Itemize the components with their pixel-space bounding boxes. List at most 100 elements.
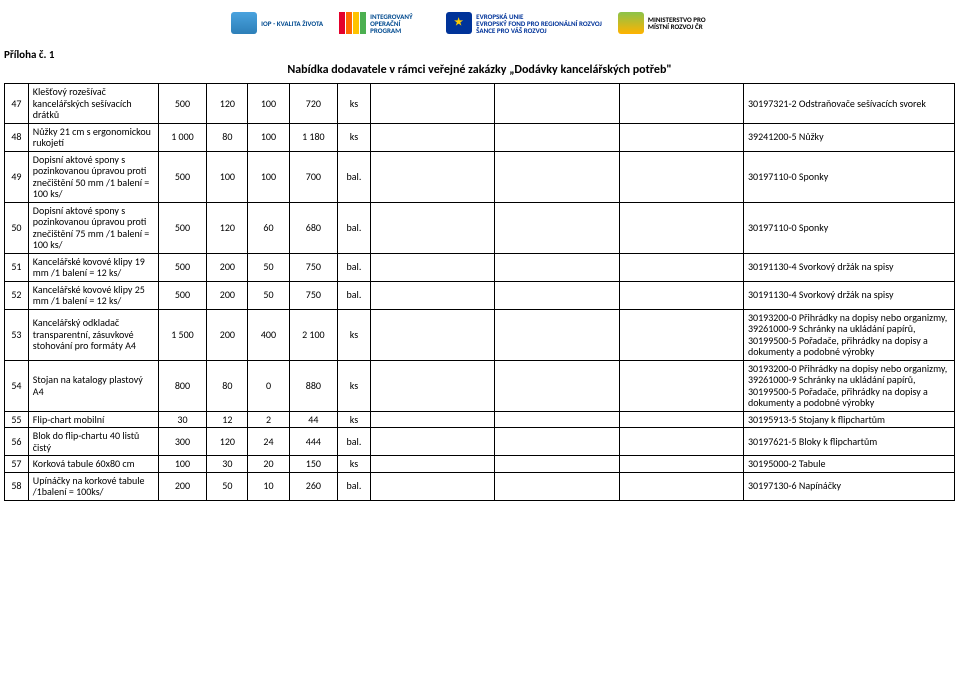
row-empty3 (619, 202, 743, 253)
row-qty3: 10 (248, 472, 289, 500)
row-qty2: 200 (207, 281, 248, 309)
row-code: 30191130-4 Svorkový držák na spisy (743, 281, 954, 309)
row-qty3: 24 (248, 428, 289, 456)
row-qty2: 120 (207, 84, 248, 124)
row-qty2: 80 (207, 360, 248, 411)
row-qty1: 1 000 (158, 123, 207, 151)
row-empty2 (495, 281, 619, 309)
row-unit: bal. (338, 472, 370, 500)
row-desc: Blok do flip-chartu 40 listů čistý (28, 428, 158, 456)
row-empty2 (495, 411, 619, 428)
row-qty3: 60 (248, 202, 289, 253)
row-qty4: 150 (289, 456, 338, 473)
row-qty3: 0 (248, 360, 289, 411)
logo-iop-text: IOP - KVALITA ŽIVOTA (261, 19, 323, 28)
logo-eu-text: EVROPSKÁ UNIE EVROPSKÝ FOND PRO REGIONÁL… (476, 13, 602, 34)
row-code: 30195000-2 Tabule (743, 456, 954, 473)
row-code: 30197621-5 Bloky k flipchartům (743, 428, 954, 456)
row-desc: Klešťový rozešívač kancelářských sešívac… (28, 84, 158, 124)
row-code: 30197110-0 Sponky (743, 202, 954, 253)
logo-int-text: INTEGROVANÝ OPERAČNÍ PROGRAM (370, 13, 430, 34)
integrated-icon (339, 12, 366, 34)
row-empty1 (370, 472, 494, 500)
row-empty2 (495, 428, 619, 456)
row-code: 30191130-4 Svorkový držák na spisy (743, 253, 954, 281)
row-qty2: 200 (207, 309, 248, 360)
row-index: 56 (5, 428, 29, 456)
row-unit: ks (338, 360, 370, 411)
row-desc: Upínáčky na korkové tabule /1balení = 10… (28, 472, 158, 500)
row-empty2 (495, 202, 619, 253)
row-qty4: 1 180 (289, 123, 338, 151)
row-qty4: 720 (289, 84, 338, 124)
row-unit: bal. (338, 428, 370, 456)
row-empty1 (370, 360, 494, 411)
row-desc: Kancelářské kovové klipy 25 mm /1 balení… (28, 281, 158, 309)
row-empty1 (370, 456, 494, 473)
row-empty1 (370, 253, 494, 281)
row-qty2: 80 (207, 123, 248, 151)
row-code: 30193200-0 Přihrádky na dopisy nebo orga… (743, 309, 954, 360)
table-row: 51Kancelářské kovové klipy 19 mm /1 bale… (5, 253, 955, 281)
row-unit: bal. (338, 202, 370, 253)
row-empty2 (495, 472, 619, 500)
row-qty4: 750 (289, 281, 338, 309)
row-desc: Kancelářský odkladač transparentní, zásu… (28, 309, 158, 360)
row-qty1: 800 (158, 360, 207, 411)
row-qty4: 700 (289, 151, 338, 202)
table-container: 47Klešťový rozešívač kancelářských sešív… (0, 83, 959, 501)
page-subtitle: Nabídka dodavatele v rámci veřejné zakáz… (0, 63, 959, 83)
row-code: 30197321-2 Odstraňovače sešívacích svore… (743, 84, 954, 124)
row-qty2: 30 (207, 456, 248, 473)
row-qty3: 100 (248, 123, 289, 151)
row-qty1: 500 (158, 202, 207, 253)
row-code: 39241200-5 Nůžky (743, 123, 954, 151)
row-index: 54 (5, 360, 29, 411)
row-empty3 (619, 309, 743, 360)
row-qty3: 100 (248, 84, 289, 124)
row-qty2: 120 (207, 428, 248, 456)
row-unit: ks (338, 456, 370, 473)
row-index: 50 (5, 202, 29, 253)
table-row: 53Kancelářský odkladač transparentní, zá… (5, 309, 955, 360)
table-row: 55Flip-chart mobilní3012244ks30195913-5 … (5, 411, 955, 428)
row-qty4: 880 (289, 360, 338, 411)
row-empty3 (619, 253, 743, 281)
row-desc: Nůžky 21 cm s ergonomickou rukojetí (28, 123, 158, 151)
row-empty3 (619, 151, 743, 202)
row-empty1 (370, 309, 494, 360)
row-empty2 (495, 151, 619, 202)
table-row: 50Dopisní aktové spony s pozinkovanou úp… (5, 202, 955, 253)
row-unit: ks (338, 84, 370, 124)
iop-icon (231, 12, 257, 34)
table-row: 57Korková tabule 60x80 cm1003020150ks301… (5, 456, 955, 473)
row-empty3 (619, 411, 743, 428)
row-empty3 (619, 84, 743, 124)
table-row: 58Upínáčky na korkové tabule /1balení = … (5, 472, 955, 500)
row-qty1: 500 (158, 151, 207, 202)
row-code: 30197110-0 Sponky (743, 151, 954, 202)
row-qty3: 2 (248, 411, 289, 428)
row-qty1: 300 (158, 428, 207, 456)
row-qty2: 200 (207, 253, 248, 281)
row-qty4: 260 (289, 472, 338, 500)
row-unit: ks (338, 309, 370, 360)
row-empty1 (370, 411, 494, 428)
row-index: 52 (5, 281, 29, 309)
row-qty2: 120 (207, 202, 248, 253)
table-row: 54Stojan na katalogy plastový A480080088… (5, 360, 955, 411)
row-code: 30197130-6 Napínáčky (743, 472, 954, 500)
row-index: 58 (5, 472, 29, 500)
row-empty1 (370, 123, 494, 151)
row-desc: Dopisní aktové spony s pozinkovanou úpra… (28, 151, 158, 202)
row-empty3 (619, 456, 743, 473)
row-empty3 (619, 123, 743, 151)
row-empty2 (495, 309, 619, 360)
items-table: 47Klešťový rozešívač kancelářských sešív… (4, 83, 955, 501)
row-code: 30195913-5 Stojany k flipchartům (743, 411, 954, 428)
row-qty4: 44 (289, 411, 338, 428)
row-qty2: 50 (207, 472, 248, 500)
row-desc: Dopisní aktové spony s pozinkovanou úpra… (28, 202, 158, 253)
row-unit: bal. (338, 151, 370, 202)
row-empty1 (370, 84, 494, 124)
